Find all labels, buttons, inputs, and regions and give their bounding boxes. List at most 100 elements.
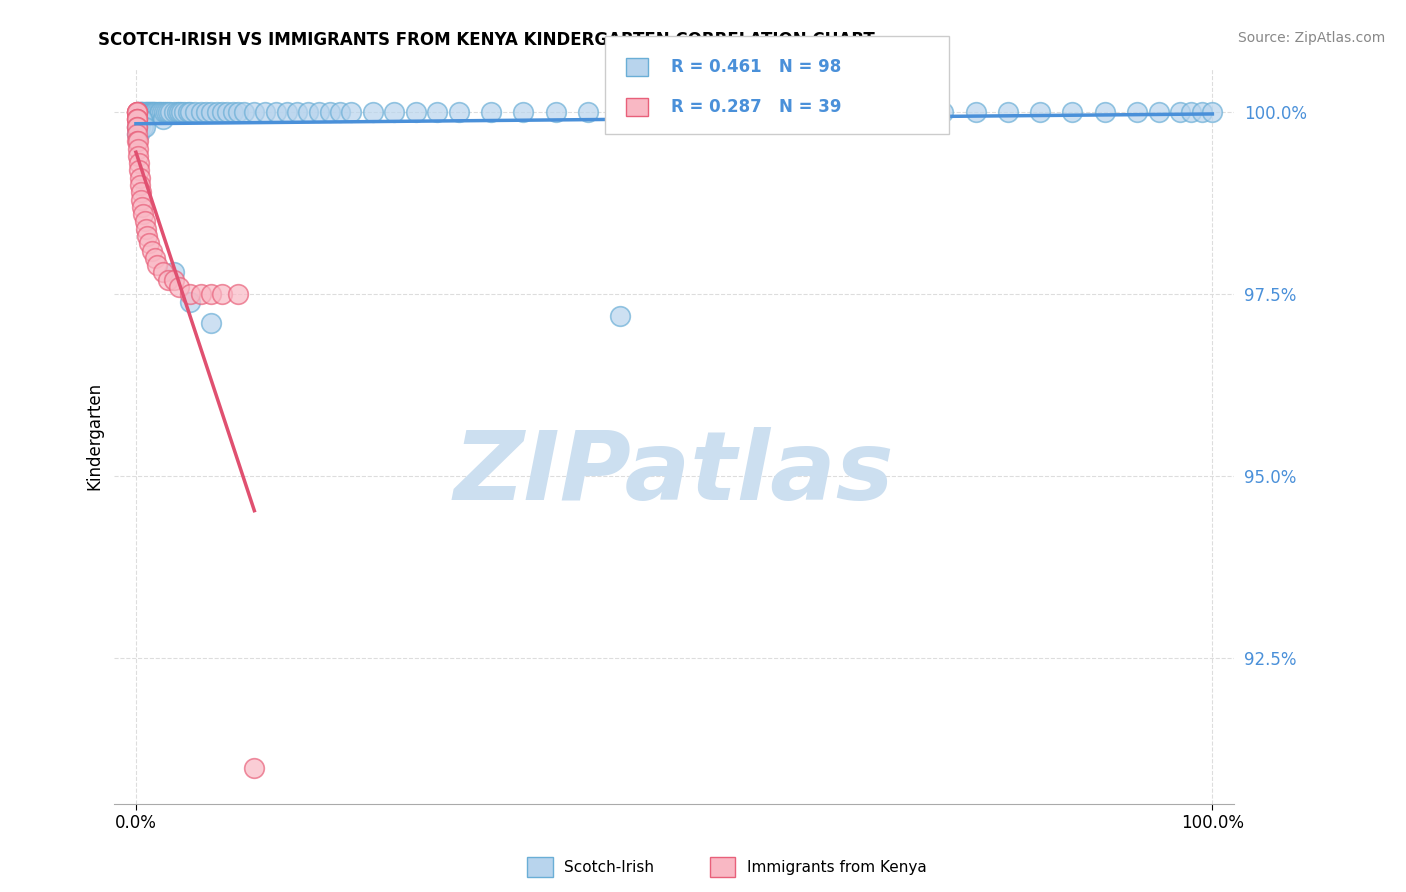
Point — [173, 105, 195, 120]
Point — [965, 105, 987, 120]
Point — [128, 156, 150, 170]
Point — [125, 112, 148, 127]
Point — [125, 134, 148, 148]
Point — [329, 105, 352, 120]
Point — [544, 105, 567, 120]
Point — [1191, 105, 1213, 120]
Point — [276, 105, 298, 120]
Point — [184, 105, 207, 120]
Point — [152, 112, 174, 127]
Point — [157, 105, 180, 120]
Point — [153, 105, 176, 120]
Point — [129, 170, 152, 185]
Point — [128, 127, 150, 141]
Text: R = 0.461   N = 98: R = 0.461 N = 98 — [671, 58, 841, 76]
Point — [609, 105, 631, 120]
Point — [190, 105, 212, 120]
Point — [1147, 105, 1170, 120]
Point — [382, 105, 405, 120]
Point — [176, 105, 198, 120]
Point — [138, 105, 160, 120]
Text: SCOTCH-IRISH VS IMMIGRANTS FROM KENYA KINDERGARTEN CORRELATION CHART: SCOTCH-IRISH VS IMMIGRANTS FROM KENYA KI… — [98, 31, 875, 49]
Point — [127, 120, 149, 134]
Point — [162, 273, 184, 287]
Point — [132, 207, 155, 221]
Point — [835, 105, 858, 120]
Point — [138, 236, 160, 251]
Point — [125, 120, 148, 134]
Point — [200, 317, 222, 331]
Point — [405, 105, 427, 120]
Point — [143, 105, 166, 120]
Point — [1029, 105, 1052, 120]
Point — [127, 105, 149, 120]
Point — [131, 105, 153, 120]
Point — [232, 105, 254, 120]
Point — [318, 105, 340, 120]
Point — [157, 273, 180, 287]
Y-axis label: Kindergarten: Kindergarten — [86, 382, 103, 491]
Point — [932, 105, 955, 120]
Point — [179, 294, 201, 309]
Point — [361, 105, 384, 120]
Text: Scotch-Irish: Scotch-Irish — [564, 860, 654, 874]
Point — [149, 105, 172, 120]
Point — [129, 105, 152, 120]
Point — [134, 120, 156, 134]
Point — [139, 105, 162, 120]
Point — [150, 105, 173, 120]
Point — [159, 105, 181, 120]
Point — [146, 105, 169, 120]
Point — [129, 120, 152, 134]
Point — [170, 105, 193, 120]
Point — [125, 105, 148, 120]
Point — [148, 105, 170, 120]
Text: Immigrants from Kenya: Immigrants from Kenya — [747, 860, 927, 874]
Point — [167, 280, 190, 294]
Point — [162, 105, 184, 120]
Point — [125, 127, 148, 141]
Point — [125, 105, 148, 120]
Point — [287, 105, 309, 120]
Point — [135, 105, 157, 120]
Point — [155, 105, 177, 120]
Point — [132, 105, 155, 120]
Point — [125, 120, 148, 134]
Point — [211, 287, 233, 301]
Point — [141, 105, 163, 120]
Point — [129, 178, 152, 192]
Point — [426, 105, 449, 120]
Point — [131, 105, 153, 120]
Point — [135, 221, 157, 235]
Point — [1180, 105, 1202, 120]
Point — [194, 105, 217, 120]
Point — [641, 105, 664, 120]
Point — [706, 105, 728, 120]
Point — [125, 112, 148, 127]
Point — [125, 120, 148, 134]
Text: R = 0.287   N = 39: R = 0.287 N = 39 — [671, 98, 841, 116]
Point — [134, 214, 156, 228]
Point — [803, 105, 825, 120]
Point — [479, 105, 502, 120]
Point — [132, 120, 155, 134]
Point — [162, 265, 184, 279]
Point — [868, 105, 890, 120]
Point — [264, 105, 287, 120]
Point — [125, 105, 148, 120]
Point — [222, 105, 245, 120]
Point — [146, 258, 169, 272]
Point — [179, 287, 201, 301]
Point — [738, 105, 761, 120]
Point — [447, 105, 470, 120]
Point — [127, 149, 149, 163]
Point — [200, 287, 222, 301]
Point — [211, 105, 233, 120]
Point — [900, 105, 922, 120]
Point — [254, 105, 277, 120]
Point — [127, 134, 149, 148]
Text: Source: ZipAtlas.com: Source: ZipAtlas.com — [1237, 31, 1385, 45]
Point — [166, 105, 188, 120]
Point — [135, 229, 157, 244]
Point — [997, 105, 1019, 120]
